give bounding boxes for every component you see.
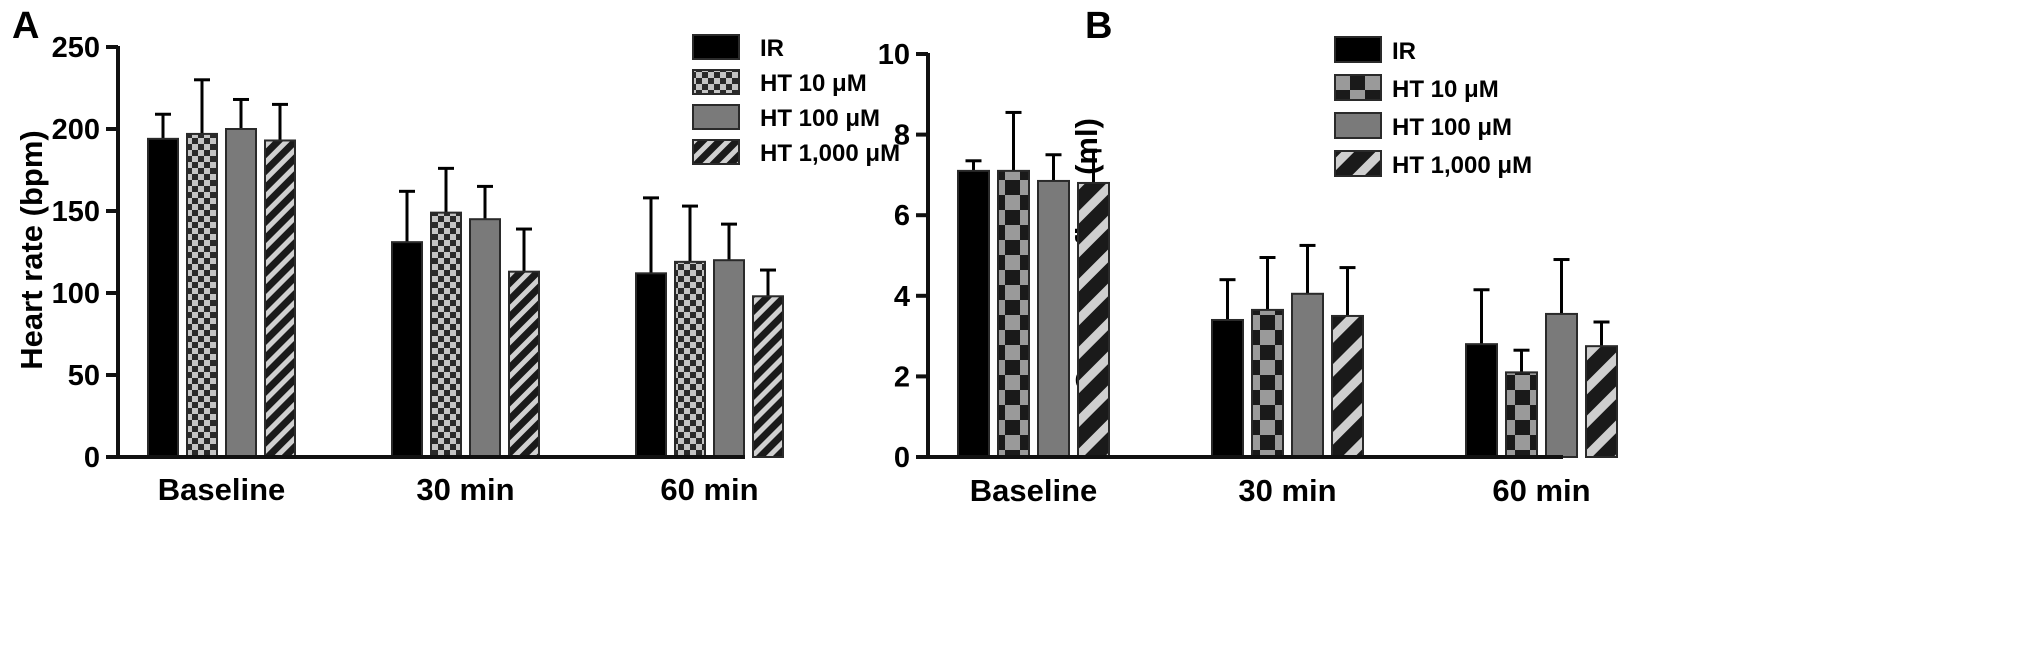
y-tick-label: 10 [878,39,910,71]
legend: IR HT 10 μM HT 100 μM HT 1,000 μM [692,34,900,167]
y-tick-label: 8 [894,120,910,152]
legend-swatch [1334,112,1382,139]
panel-a: A Heart rate (bpm) Baseline 30 min 60 min 0… [12,5,900,507]
legend-label: HT 10 μM [760,70,867,97]
bar [1465,343,1498,458]
bar [430,211,462,458]
x-tick-label: 30 min [1238,473,1336,508]
y-tick-label: 2 [894,361,910,393]
bar [1211,318,1244,459]
bar [1585,345,1618,458]
plot-area: Baseline 30 min 60 min 0 50 100 150 200 250 [52,32,784,507]
bar [752,295,784,458]
legend: IR HT 10 μM HT 100 μM HT 1,000 μM [1334,36,1532,179]
bar [469,218,501,458]
bar [1291,292,1324,458]
x-tick-label: Baseline [158,472,286,507]
bar [1037,179,1070,458]
y-tick-label: 6 [894,200,910,232]
legend-swatch [692,104,740,130]
x-tick-label: Baseline [970,473,1098,508]
bar [508,270,540,458]
legend-label: HT 100 μM [1392,114,1512,141]
bar [674,260,706,458]
y-tick-label: 150 [52,196,100,228]
bar [997,169,1030,458]
y-tick-label: 200 [52,114,100,146]
legend-label: HT 1,000 μM [760,140,900,167]
bar [635,272,667,458]
bar [264,139,296,458]
y-tick-label: 4 [894,281,910,313]
legend-swatch [1334,150,1382,177]
plot-area: Baseline 30 min 60 min 0 2 4 6 8 10 [878,39,1618,508]
y-tick-label: 0 [84,442,100,474]
bar [391,241,423,458]
bar [1545,312,1578,458]
legend-label: IR [760,35,784,62]
legend-label: HT 1,000 μM [1392,152,1532,179]
y-axis-title: Heart rate (bpm) [14,130,49,369]
legend-label: HT 10 μM [1392,76,1499,103]
y-tick-label: 100 [52,278,100,310]
bar [1505,371,1538,458]
y-tick-label: 0 [894,442,910,474]
legend-swatch [1334,74,1382,101]
x-tick-label: 60 min [1492,473,1590,508]
y-tick-label: 250 [52,32,100,64]
y-tick-label: 50 [68,360,100,392]
panel-label: A [12,5,39,47]
legend-swatch [1334,36,1382,63]
bar [186,132,218,458]
legend-swatch [692,139,740,165]
x-tick-label: 30 min [416,472,514,507]
panel-label: B [1085,5,1112,47]
legend-label: IR [1392,38,1416,65]
legend-swatch [692,34,740,60]
bar [1077,181,1110,459]
bar [225,128,257,458]
bar [1251,308,1284,458]
bar [147,137,179,458]
bar [713,259,745,459]
legend-label: HT 100 μM [760,105,880,132]
bar [957,169,990,458]
x-tick-label: 60 min [660,472,758,507]
bar [1331,314,1364,459]
legend-swatch [692,69,740,95]
